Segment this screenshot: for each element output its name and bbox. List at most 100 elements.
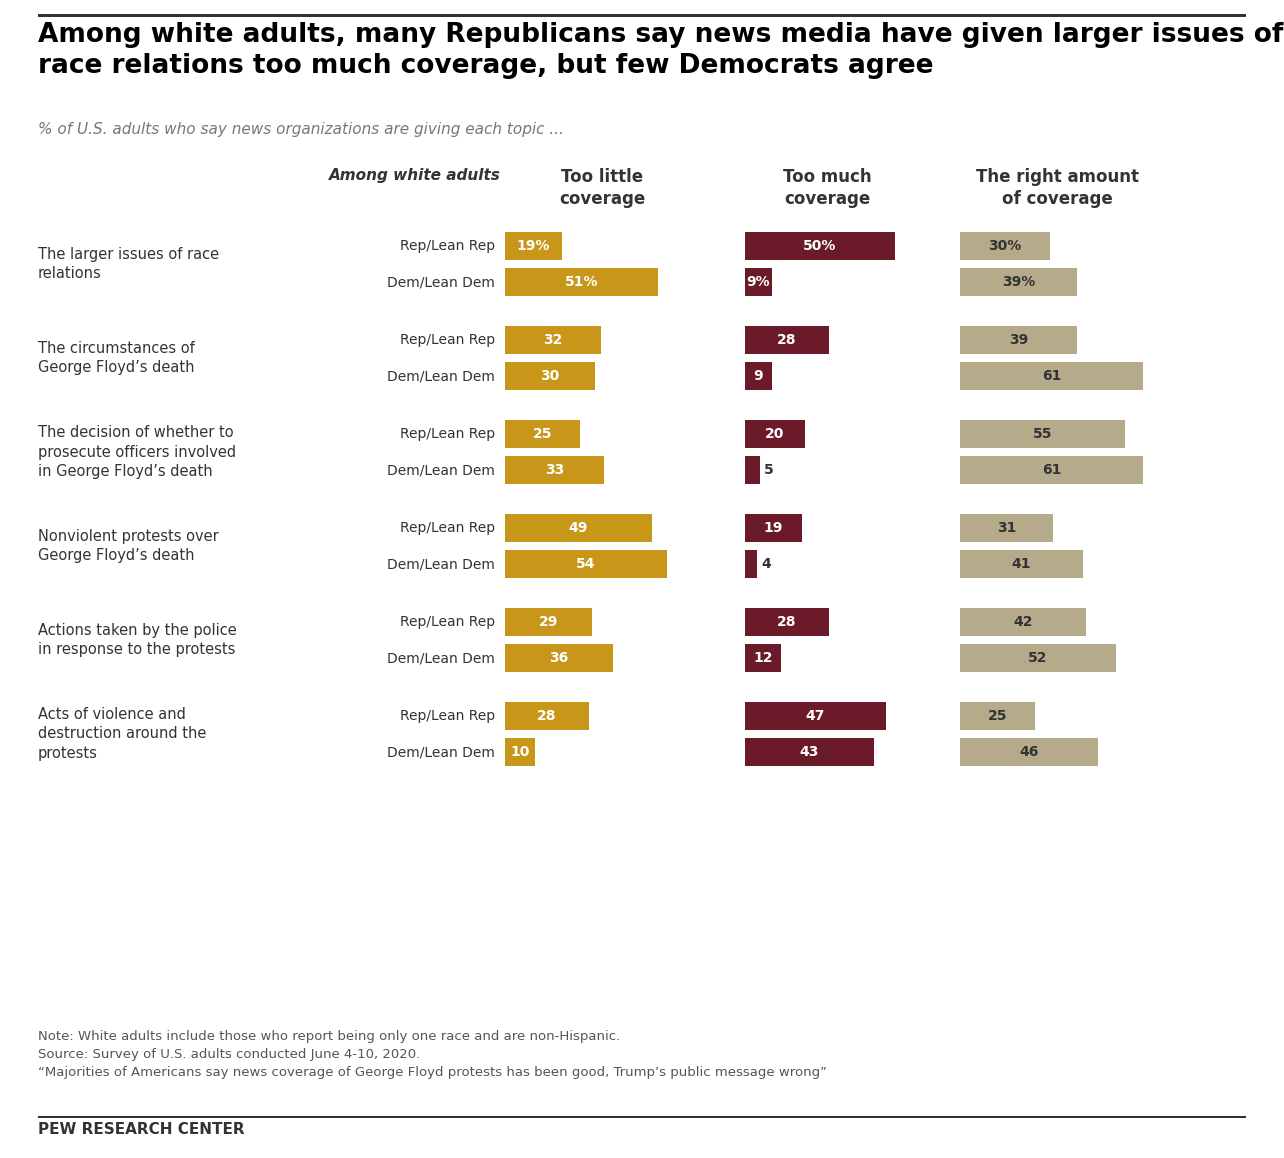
Text: 36: 36: [550, 651, 569, 665]
Text: 20: 20: [765, 427, 785, 441]
Bar: [960, 550, 1082, 578]
Text: 61: 61: [1041, 463, 1061, 477]
Text: PEW RESEARCH CENTER: PEW RESEARCH CENTER: [39, 1122, 245, 1137]
Text: 25: 25: [987, 709, 1007, 723]
Bar: [745, 514, 802, 542]
Text: 5: 5: [764, 463, 774, 477]
Text: Among white adults: Among white adults: [329, 168, 501, 183]
Bar: [745, 267, 772, 296]
Text: Source: Survey of U.S. adults conducted June 4-10, 2020.: Source: Survey of U.S. adults conducted …: [39, 1048, 420, 1061]
Bar: [745, 362, 772, 390]
Bar: [960, 456, 1143, 484]
Bar: [505, 232, 562, 261]
Bar: [505, 514, 652, 542]
Text: 54: 54: [577, 557, 596, 571]
Text: 61: 61: [1041, 369, 1061, 383]
Bar: [960, 362, 1143, 390]
Bar: [960, 420, 1125, 448]
Text: Rep/Lean Rep: Rep/Lean Rep: [399, 334, 496, 347]
Bar: [960, 644, 1116, 672]
Text: Rep/Lean Rep: Rep/Lean Rep: [399, 239, 496, 252]
Bar: [745, 644, 781, 672]
Text: 51%: 51%: [565, 274, 598, 290]
Bar: [505, 362, 594, 390]
Text: Actions taken by the police
in response to the protests: Actions taken by the police in response …: [39, 623, 236, 658]
Text: 41: 41: [1012, 557, 1031, 571]
Text: Dem/Lean Dem: Dem/Lean Dem: [386, 745, 496, 758]
Text: 29: 29: [539, 615, 559, 629]
Text: 32: 32: [543, 334, 562, 347]
Bar: [505, 644, 612, 672]
Text: 39%: 39%: [1002, 274, 1035, 290]
Bar: [505, 420, 580, 448]
Bar: [960, 608, 1086, 636]
Text: 47: 47: [806, 709, 826, 723]
Text: 10: 10: [510, 745, 530, 758]
Text: 52: 52: [1028, 651, 1048, 665]
Text: 46: 46: [1019, 745, 1039, 758]
Text: 55: 55: [1032, 427, 1053, 441]
Bar: [745, 550, 758, 578]
Text: 28: 28: [537, 709, 557, 723]
Text: % of U.S. adults who say news organizations are giving each topic ...: % of U.S. adults who say news organizati…: [39, 122, 564, 137]
Text: Dem/Lean Dem: Dem/Lean Dem: [386, 274, 496, 290]
Text: 39: 39: [1009, 334, 1028, 347]
Text: Rep/Lean Rep: Rep/Lean Rep: [399, 709, 496, 723]
Text: Dem/Lean Dem: Dem/Lean Dem: [386, 369, 496, 383]
Text: “Majorities of Americans say news coverage of George Floyd protests has been goo: “Majorities of Americans say news covera…: [39, 1067, 827, 1079]
Text: 49: 49: [569, 521, 588, 535]
Bar: [745, 608, 829, 636]
Bar: [39, 1116, 1245, 1117]
Bar: [505, 267, 657, 296]
Bar: [505, 702, 589, 730]
Text: Dem/Lean Dem: Dem/Lean Dem: [386, 463, 496, 477]
Bar: [960, 514, 1053, 542]
Bar: [745, 738, 874, 765]
Bar: [960, 738, 1098, 765]
Text: 31: 31: [996, 521, 1016, 535]
Bar: [505, 456, 603, 484]
Bar: [960, 327, 1077, 354]
Bar: [505, 327, 601, 354]
Text: The larger issues of race
relations: The larger issues of race relations: [39, 247, 220, 281]
Text: Among white adults, many Republicans say news media have given larger issues of
: Among white adults, many Republicans say…: [39, 22, 1284, 79]
Bar: [745, 327, 829, 354]
Text: 28: 28: [777, 334, 797, 347]
Text: Rep/Lean Rep: Rep/Lean Rep: [399, 427, 496, 441]
Text: 33: 33: [544, 463, 564, 477]
Text: The right amount
of coverage: The right amount of coverage: [976, 168, 1139, 208]
Text: Nonviolent protests over
George Floyd’s death: Nonviolent protests over George Floyd’s …: [39, 528, 218, 564]
Text: Rep/Lean Rep: Rep/Lean Rep: [399, 615, 496, 629]
Text: 28: 28: [777, 615, 797, 629]
Bar: [745, 456, 760, 484]
Text: 12: 12: [754, 651, 773, 665]
Text: 25: 25: [533, 427, 552, 441]
Bar: [745, 420, 805, 448]
Text: The circumstances of
George Floyd’s death: The circumstances of George Floyd’s deat…: [39, 340, 195, 375]
Text: The decision of whether to
prosecute officers involved
in George Floyd’s death: The decision of whether to prosecute off…: [39, 425, 236, 479]
Bar: [960, 267, 1077, 296]
Text: Dem/Lean Dem: Dem/Lean Dem: [386, 651, 496, 665]
Text: 9: 9: [754, 369, 763, 383]
Text: Note: White adults include those who report being only one race and are non-Hisp: Note: White adults include those who rep…: [39, 1029, 620, 1043]
Bar: [505, 738, 535, 765]
Text: Acts of violence and
destruction around the
protests: Acts of violence and destruction around …: [39, 706, 207, 761]
Text: 19%: 19%: [517, 239, 550, 252]
Bar: [960, 702, 1035, 730]
Text: 19: 19: [764, 521, 783, 535]
Bar: [505, 608, 592, 636]
Text: 4: 4: [761, 557, 770, 571]
Bar: [745, 702, 886, 730]
Bar: [505, 550, 666, 578]
Bar: [960, 232, 1050, 261]
Text: Too little
coverage: Too little coverage: [560, 168, 646, 208]
Text: 9%: 9%: [747, 274, 770, 290]
Text: 30: 30: [541, 369, 560, 383]
Text: 43: 43: [800, 745, 819, 758]
Bar: [745, 232, 895, 261]
Text: 50%: 50%: [804, 239, 837, 252]
Text: 30%: 30%: [989, 239, 1022, 252]
Text: Dem/Lean Dem: Dem/Lean Dem: [386, 557, 496, 571]
Text: Too much
coverage: Too much coverage: [783, 168, 872, 208]
Text: 42: 42: [1013, 615, 1032, 629]
